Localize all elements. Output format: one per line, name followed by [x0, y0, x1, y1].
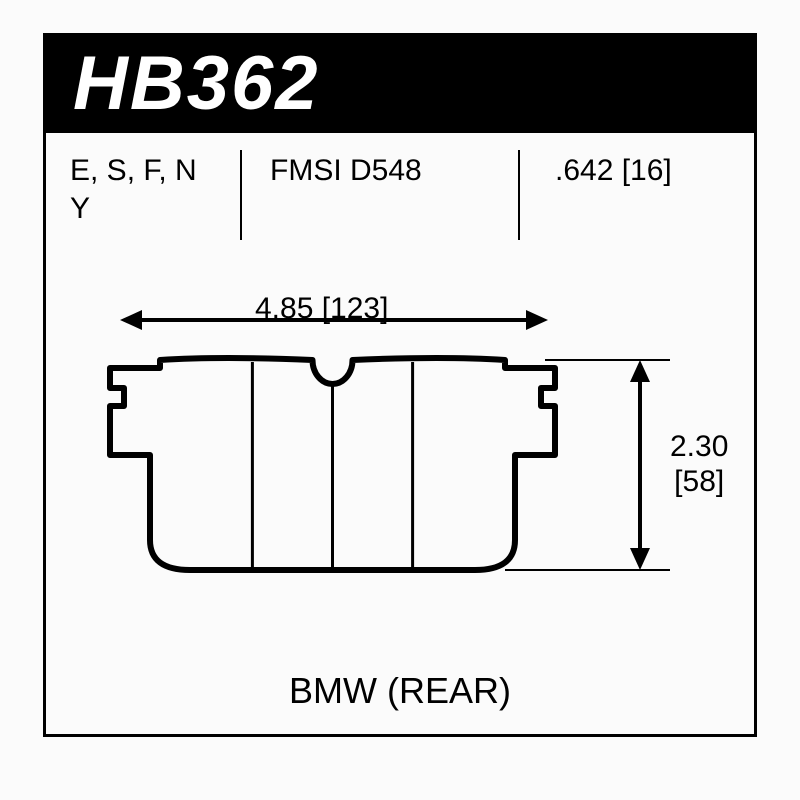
dimension-arrows: [0, 0, 800, 800]
